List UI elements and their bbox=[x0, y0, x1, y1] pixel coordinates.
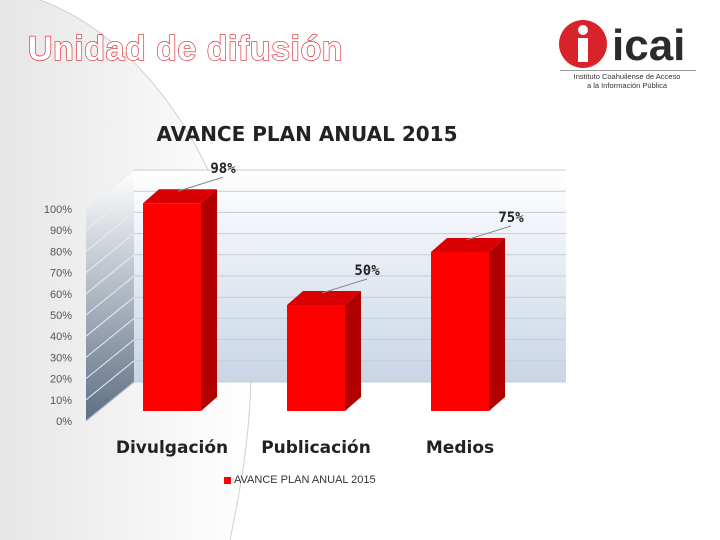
category-label: Medios bbox=[426, 438, 494, 458]
bar bbox=[431, 252, 489, 411]
icai-logo: icai bbox=[559, 20, 685, 70]
gridline-side bbox=[85, 360, 135, 401]
floor-edge bbox=[85, 381, 135, 422]
bar-top bbox=[143, 189, 217, 204]
gridline-side bbox=[85, 190, 135, 231]
data-label-leader bbox=[465, 225, 512, 241]
bar bbox=[143, 203, 201, 411]
bar-top bbox=[287, 291, 361, 305]
logo-divider bbox=[560, 70, 696, 71]
gridline-side bbox=[85, 296, 135, 337]
y-tick-label: 60% bbox=[50, 289, 72, 301]
data-label-leader bbox=[321, 278, 368, 294]
gridline-side bbox=[85, 254, 135, 295]
slide-title: Unidad de difusión bbox=[27, 29, 343, 68]
y-tick-label: 10% bbox=[50, 395, 72, 407]
data-label-leader bbox=[177, 176, 224, 192]
category-label: Divulgación bbox=[116, 438, 228, 458]
logo-caption: Instituto Coahuilense de Acceso a la Inf… bbox=[562, 72, 692, 90]
legend-label: AVANCE PLAN ANUAL 2015 bbox=[234, 474, 376, 486]
logo-caption-line1: Instituto Coahuilense de Acceso bbox=[573, 72, 681, 81]
y-tick-label: 50% bbox=[50, 310, 72, 322]
gridline-side bbox=[85, 169, 135, 210]
chart-title: AVANCE PLAN ANUAL 2015 bbox=[156, 122, 458, 146]
y-tick-label: 40% bbox=[50, 331, 72, 343]
bar-side bbox=[201, 189, 217, 411]
data-label: 98% bbox=[210, 161, 236, 177]
data-label: 50% bbox=[354, 263, 380, 279]
bar-side bbox=[489, 238, 505, 411]
y-tick-label: 0% bbox=[56, 416, 72, 428]
bar bbox=[287, 305, 345, 411]
logo-caption-line2: a la Información Pública bbox=[586, 81, 668, 90]
y-tick-label: 20% bbox=[50, 374, 72, 386]
y-tick-label: 90% bbox=[50, 225, 72, 237]
bar-top bbox=[431, 238, 505, 252]
y-tick-label: 80% bbox=[50, 246, 72, 258]
data-label: 75% bbox=[498, 210, 524, 226]
y-tick-label: 30% bbox=[50, 352, 72, 364]
gridline-side bbox=[85, 339, 135, 379]
gridline-side bbox=[85, 233, 135, 273]
y-tick-label: 70% bbox=[50, 268, 72, 280]
bar-side bbox=[345, 291, 361, 411]
logo-wordmark: icai bbox=[612, 21, 685, 70]
gridline-side bbox=[85, 318, 135, 358]
y-tick-label: 100% bbox=[44, 204, 72, 216]
category-label: Publicación bbox=[261, 438, 371, 458]
gridline-side bbox=[85, 275, 135, 316]
gridline-side bbox=[85, 212, 135, 252]
legend-swatch bbox=[224, 476, 231, 484]
chart-legend: AVANCE PLAN ANUAL 2015 bbox=[224, 474, 376, 486]
